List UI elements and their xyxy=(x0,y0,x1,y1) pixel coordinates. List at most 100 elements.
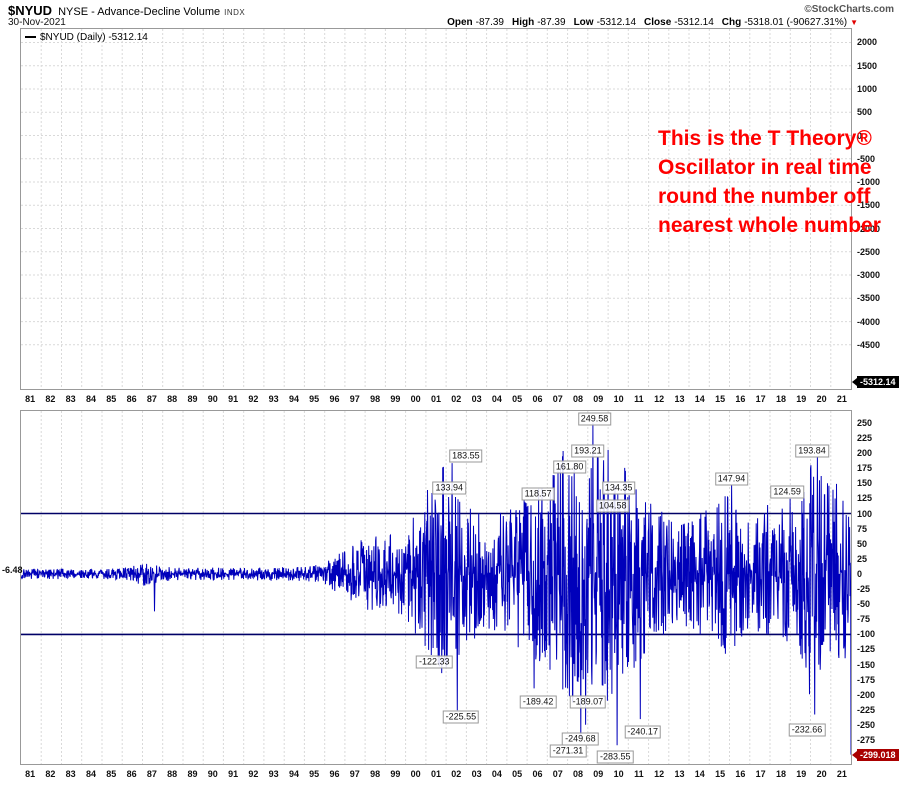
quote-label: Close xyxy=(644,17,672,28)
x-axis-year-label: 12 xyxy=(654,769,665,779)
x-axis-year-label: 01 xyxy=(430,769,442,779)
oscillator-panel xyxy=(20,410,852,765)
y-axis-tick-label: -225 xyxy=(857,705,876,715)
x-axis-year-label: 09 xyxy=(593,394,604,404)
note-line: nearest whole number xyxy=(658,214,881,237)
x-axis-year-label: 81 xyxy=(25,394,36,404)
x-axis-year-label: 18 xyxy=(775,394,787,404)
left-arrow-icon xyxy=(852,751,857,759)
y-axis-tick-label: -2000 xyxy=(857,224,881,234)
x-axis-year-label: 99 xyxy=(390,769,401,779)
peak-annotation: 183.55 xyxy=(449,449,483,463)
y-axis-tick-label: -250 xyxy=(857,720,876,730)
price-last-value-label: -5312.14 xyxy=(852,376,899,388)
x-axis-year-label: 90 xyxy=(207,769,218,779)
x-axis-year-label: 89 xyxy=(187,394,198,404)
chart-header: $NYUD NYSE - Advance-Decline Volume INDX xyxy=(8,2,245,20)
x-axis-year-label: 97 xyxy=(349,394,360,404)
y-axis-tick-label: 150 xyxy=(857,478,873,488)
quote-value: -87.39 xyxy=(537,17,566,28)
quote-value: -5312.14 xyxy=(596,17,637,28)
x-axis-year-label: 92 xyxy=(248,394,259,404)
x-axis-year-label: 94 xyxy=(288,394,300,404)
x-axis-year-label: 84 xyxy=(85,769,97,779)
index-description: NYSE - Advance-Decline Volume xyxy=(58,6,221,18)
quote-label: Chg xyxy=(721,17,742,28)
price-panel: $NYUD (Daily) -5312.14 xyxy=(20,28,852,390)
x-axis-year-label: 10 xyxy=(613,394,624,404)
note-line: round the number off xyxy=(658,185,871,208)
x-axis-year-label: 11 xyxy=(634,769,644,779)
x-axis-year-label: 20 xyxy=(816,769,827,779)
x-axis-year-label: 17 xyxy=(755,769,766,779)
x-axis-year-label: 12 xyxy=(654,394,665,404)
line-swatch-icon xyxy=(25,36,36,39)
y-axis-tick-label: 250 xyxy=(857,418,873,428)
oscillator-line xyxy=(21,423,851,755)
x-axis-year-label: 97 xyxy=(349,769,360,779)
x-axis-year-label: 19 xyxy=(796,394,807,404)
x-axis-year-label: 81 xyxy=(25,769,36,779)
peak-annotation: -189.07 xyxy=(569,695,607,709)
x-axis-year-label: 91 xyxy=(228,769,239,779)
peak-annotation: -240.17 xyxy=(624,725,661,739)
x-axis-year-label: 14 xyxy=(694,394,705,404)
x-axis-year-label: 09 xyxy=(593,769,604,779)
quote-label: Open xyxy=(447,17,473,28)
y-axis-tick-label: 175 xyxy=(857,463,873,473)
x-axis-year-label: 88 xyxy=(167,769,178,779)
x-axis-year-label: 89 xyxy=(187,769,198,779)
x-axis-year-label: 93 xyxy=(268,394,279,404)
y-axis-tick-label: -1500 xyxy=(857,200,881,210)
x-axis-year-label: 91 xyxy=(228,394,239,404)
x-axis-year-label: 15 xyxy=(715,394,726,404)
oscillator-svg xyxy=(21,411,851,764)
quote-label: Low xyxy=(573,17,594,28)
y-axis-tick-label: 125 xyxy=(857,493,873,503)
x-axis-year-label: 11 xyxy=(634,394,644,404)
quote-value: -87.39 xyxy=(475,17,504,28)
t-theory-note: This is the T Theory® Oscillator in real … xyxy=(658,124,881,240)
oscillator-last-value-label: -299.018 xyxy=(852,749,899,761)
y-axis-tick-label: -125 xyxy=(857,644,876,654)
y-axis-tick-label: 1000 xyxy=(857,84,878,94)
left-arrow-icon xyxy=(852,378,857,386)
y-axis-tick-label: -200 xyxy=(857,690,876,700)
y-axis-tick-label: 25 xyxy=(857,554,868,564)
x-axis-year-label: 85 xyxy=(106,394,117,404)
x-axis-year-label: 07 xyxy=(552,394,563,404)
x-axis-year-label: 88 xyxy=(167,394,178,404)
peak-annotation: -189.42 xyxy=(519,695,557,709)
peak-annotation: 193.21 xyxy=(571,444,605,458)
price-grid-svg xyxy=(21,29,851,389)
x-axis-year-label: 96 xyxy=(329,394,340,404)
peak-annotation: 134.35 xyxy=(601,481,636,495)
y-axis-tick-label: 2000 xyxy=(857,37,878,47)
x-axis-year-label: 82 xyxy=(45,769,56,779)
x-axis-year-label: 01 xyxy=(430,394,442,404)
y-axis-tick-label: -3000 xyxy=(857,270,881,280)
y-axis-tick-label: -275 xyxy=(857,735,876,745)
x-axis-year-label: 92 xyxy=(248,769,259,779)
x-axis-year-label: 95 xyxy=(309,394,320,404)
y-axis-tick-label: -175 xyxy=(857,675,876,685)
x-axis-year-label: 20 xyxy=(816,394,827,404)
chart-date: 30-Nov-2021 xyxy=(8,17,66,28)
y-axis-tick-label: -4000 xyxy=(857,317,881,327)
y-axis-tick-label: 225 xyxy=(857,433,873,443)
x-axis-year-label: 03 xyxy=(471,769,482,779)
oscillator-first-value-label: -6.48 xyxy=(2,565,23,575)
peak-annotation: 104.58 xyxy=(596,499,630,513)
y-axis-tick-label: -25 xyxy=(857,584,871,594)
x-axis-year-label: 19 xyxy=(796,769,807,779)
peak-annotation: 147.94 xyxy=(714,472,749,486)
x-axis-year-label: 10 xyxy=(613,769,624,779)
y-axis-tick-label: 75 xyxy=(857,524,868,534)
quote-value: -5312.14 xyxy=(674,17,714,28)
peak-annotation: 133.94 xyxy=(432,481,467,495)
x-axis-year-label: 86 xyxy=(126,769,137,779)
x-axis-year-label: 16 xyxy=(735,769,746,779)
x-axis-year-label: 21 xyxy=(836,769,847,779)
x-axis-year-label: 87 xyxy=(146,394,157,404)
